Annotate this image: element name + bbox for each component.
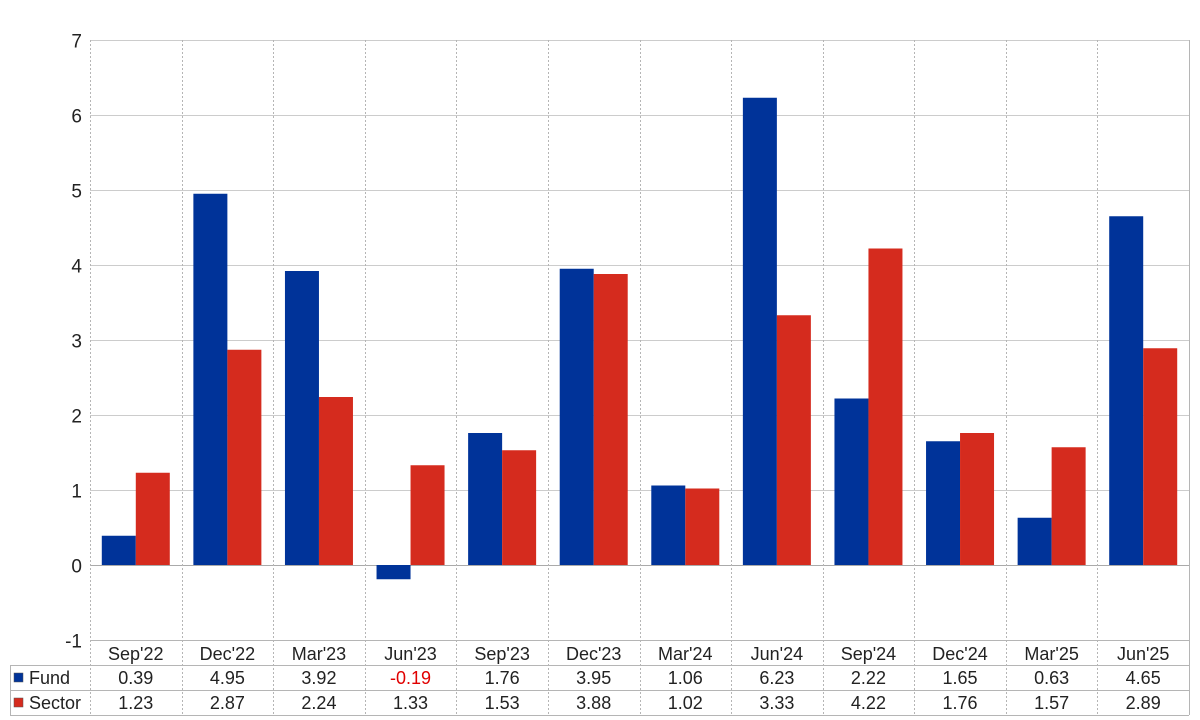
bar-fund xyxy=(926,441,961,565)
x-tick-label: Jun'24 xyxy=(751,644,803,664)
data-label: 2.89 xyxy=(1126,693,1161,713)
bar-fund xyxy=(101,535,136,565)
data-label: 1.02 xyxy=(668,693,703,713)
data-label: 4.65 xyxy=(1126,668,1161,688)
data-label: 2.22 xyxy=(851,668,886,688)
data-label: 1.65 xyxy=(943,668,978,688)
x-tick-label: Dec'23 xyxy=(566,644,621,664)
y-tick-label: 7 xyxy=(71,32,82,53)
data-label: 3.95 xyxy=(576,668,611,688)
bar-sector xyxy=(410,465,445,565)
bar-sector xyxy=(868,248,903,565)
x-tick-label: Sep'24 xyxy=(841,644,897,664)
y-tick-label: 0 xyxy=(71,557,82,578)
bar-fund xyxy=(834,398,869,565)
bar-sector xyxy=(685,488,720,565)
y-axis-tick-labels: -1 0 1 2 3 4 5 6 7 xyxy=(65,32,82,653)
bar-fund xyxy=(559,268,594,565)
y-tick-label: 1 xyxy=(71,482,82,503)
y-tick-label: 3 xyxy=(71,332,82,353)
bar-sector xyxy=(318,397,353,565)
data-label: 1.57 xyxy=(1034,693,1069,713)
x-tick-label: Sep'22 xyxy=(108,644,164,664)
legend-label-fund: Fund xyxy=(29,668,70,688)
bar-sector xyxy=(593,274,628,565)
data-label: 3.33 xyxy=(759,693,794,713)
grid-lines xyxy=(90,40,1190,715)
legend-label-sector: Sector xyxy=(29,693,81,713)
data-label: 2.87 xyxy=(210,693,245,713)
bar-sector xyxy=(227,349,262,565)
data-label: 1.76 xyxy=(485,668,520,688)
data-label: 6.23 xyxy=(759,668,794,688)
data-label: 1.76 xyxy=(943,693,978,713)
x-tick-label: Mar'23 xyxy=(292,644,346,664)
data-label: 4.95 xyxy=(210,668,245,688)
data-label: 3.92 xyxy=(301,668,336,688)
data-label: 1.06 xyxy=(668,668,703,688)
bar-fund xyxy=(284,271,319,565)
data-label: 2.24 xyxy=(301,693,336,713)
y-tick-label: 4 xyxy=(71,257,82,278)
bar-fund xyxy=(1017,517,1052,565)
x-tick-label: Dec'22 xyxy=(200,644,255,664)
y-tick-label: 5 xyxy=(71,182,82,203)
data-label: 0.39 xyxy=(118,668,153,688)
bar-sector xyxy=(135,472,170,565)
x-tick-label: Jun'23 xyxy=(384,644,436,664)
data-label: 4.22 xyxy=(851,693,886,713)
bar-fund xyxy=(651,485,686,565)
data-table: Sep'22 Dec'22 Mar'23 Jun'23 Sep'23 Dec'23 Mar'… xyxy=(10,640,1189,716)
y-tick-label: 6 xyxy=(71,107,82,128)
x-tick-label: Mar'25 xyxy=(1024,644,1078,664)
bar-fund xyxy=(193,193,228,565)
data-label: 1.33 xyxy=(393,693,428,713)
y-tick-label: 2 xyxy=(71,407,82,428)
bar-fund xyxy=(1109,216,1144,565)
bar-fund xyxy=(742,97,777,565)
legend-swatch-sector xyxy=(13,697,24,708)
legend-swatch-fund xyxy=(13,672,24,683)
bar-sector xyxy=(960,433,995,565)
x-tick-label: Sep'23 xyxy=(474,644,530,664)
data-label: 1.53 xyxy=(485,693,520,713)
bars xyxy=(101,97,1178,580)
y-tick-label: -1 xyxy=(65,632,82,653)
data-label: 0.63 xyxy=(1034,668,1069,688)
bar-sector xyxy=(1051,447,1086,565)
bar-fund xyxy=(376,565,411,580)
x-tick-label: Mar'24 xyxy=(658,644,712,664)
x-tick-label: Dec'24 xyxy=(932,644,987,664)
data-label: 1.23 xyxy=(118,693,153,713)
data-label: 3.88 xyxy=(576,693,611,713)
bar-sector xyxy=(776,315,811,565)
bar-sector xyxy=(1143,348,1178,565)
x-tick-label: Jun'25 xyxy=(1117,644,1169,664)
bar-sector xyxy=(502,450,537,565)
data-label: -0.19 xyxy=(390,668,431,688)
bar-fund xyxy=(468,433,503,565)
